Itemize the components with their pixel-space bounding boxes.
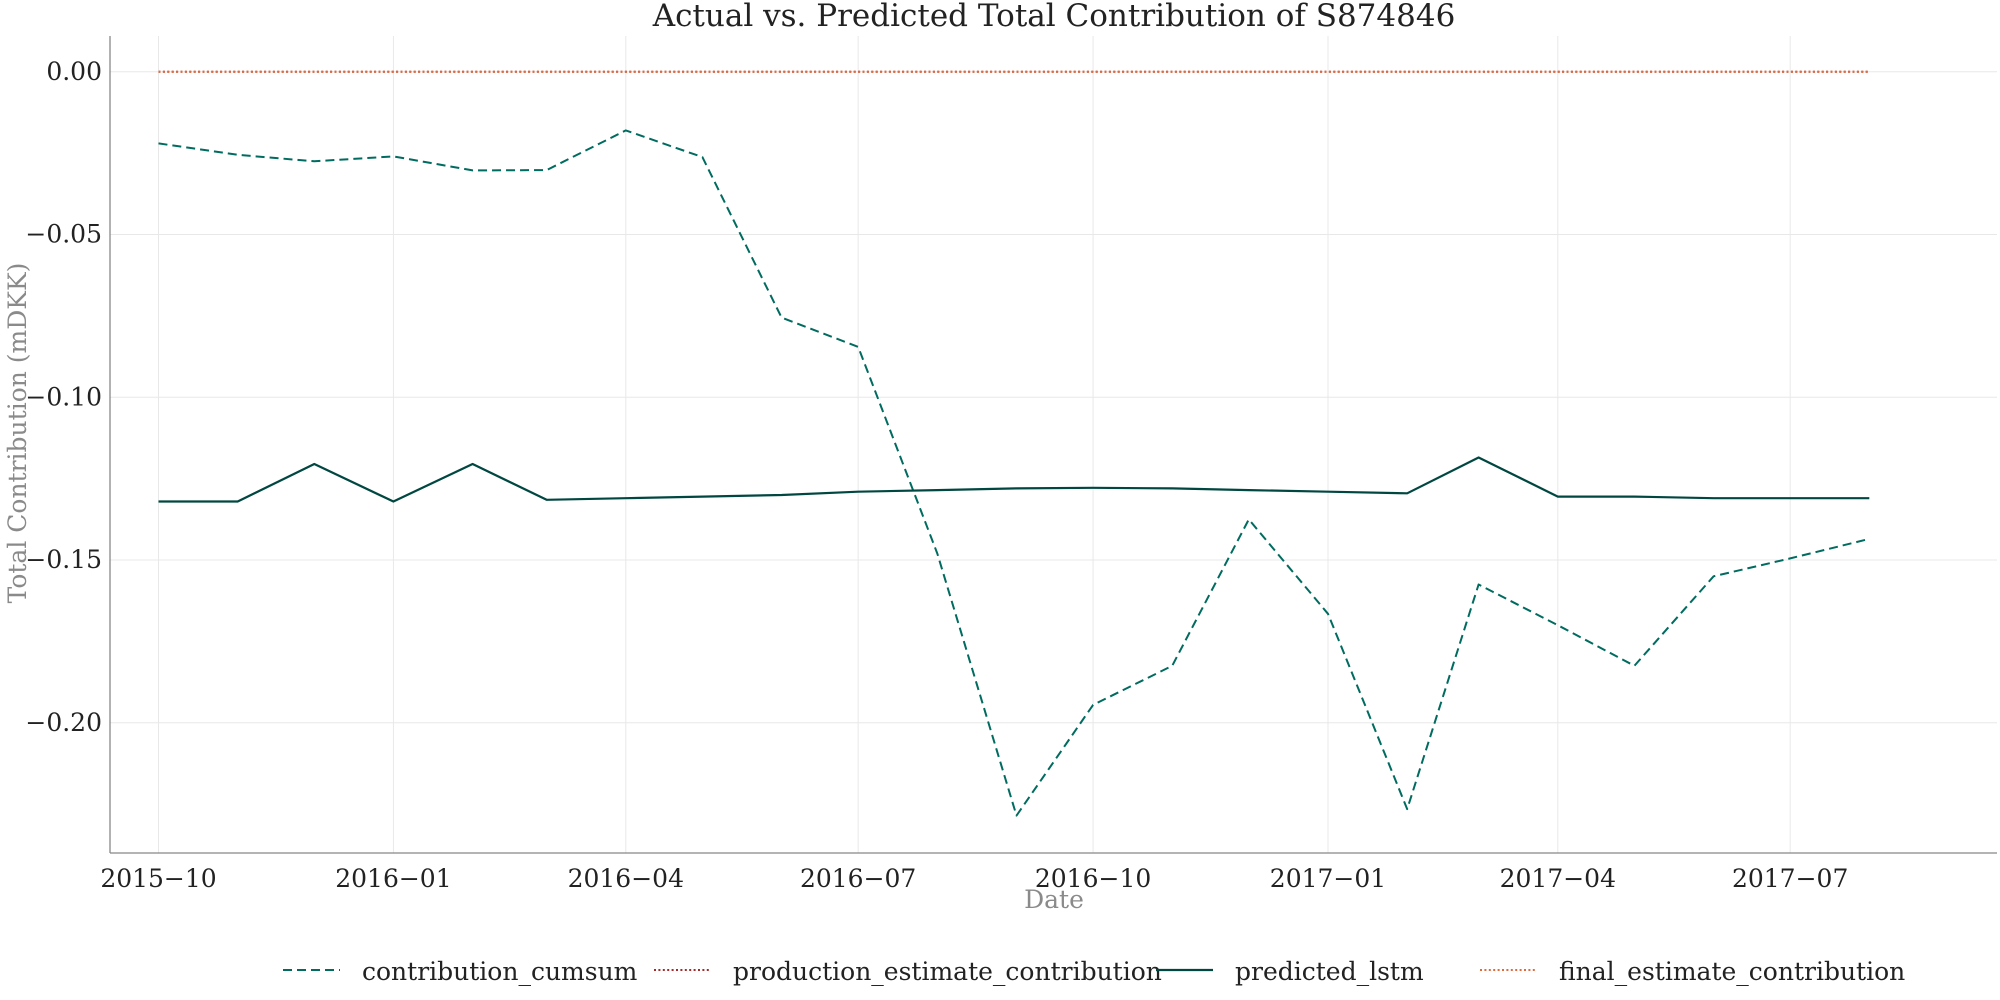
y-tick-labels: 0.00 −0.05 −0.10 −0.15 −0.20: [25, 57, 102, 737]
axes-layer: [109, 36, 1997, 854]
y-tick-label: −0.05: [25, 220, 102, 249]
series-line-contribution-cumsum: [158, 129, 1870, 817]
y-axis-label: Total Contribution (mDKK): [3, 263, 32, 604]
y-tick-label: −0.10: [25, 382, 102, 411]
y-tick-label: −0.15: [25, 545, 102, 574]
legend-label-predicted-lstm: predicted_lstm: [1235, 957, 1424, 986]
legend-label-final-estimate-contribution: final_estimate_contribution: [1559, 957, 1905, 986]
x-tick-labels: 2015−10 2016−01 2016−04 2016−07 2016−10 2017−…: [100, 864, 1848, 893]
x-tick-label: 2016−01: [335, 864, 451, 893]
y-tick-label: 0.00: [46, 57, 102, 86]
chart-title: Actual vs. Predicted Total Contribution …: [652, 0, 1456, 34]
grid-layer: [110, 36, 1997, 853]
x-tick-label: 2016−07: [800, 864, 916, 893]
series-line-predicted-lstm: [158, 456, 1870, 503]
x-axis-label: Date: [1024, 885, 1084, 914]
series-layer: [158, 70, 1870, 817]
y-tick-label: −0.20: [25, 708, 102, 737]
x-tick-label: 2017−04: [1500, 864, 1616, 893]
x-tick-label: 2017−07: [1732, 864, 1848, 893]
x-tick-label: 2016−10: [1035, 864, 1151, 893]
x-tick-label: 2017−01: [1270, 864, 1386, 893]
x-tick-label: 2016−04: [568, 864, 684, 893]
legend-label-production-estimate-contribution: production_estimate_contribution: [733, 957, 1162, 986]
legend: contribution_cumsum production_estimate_c…: [283, 957, 1905, 986]
legend-label-contribution-cumsum: contribution_cumsum: [362, 957, 638, 986]
x-tick-label: 2015−10: [100, 864, 216, 893]
